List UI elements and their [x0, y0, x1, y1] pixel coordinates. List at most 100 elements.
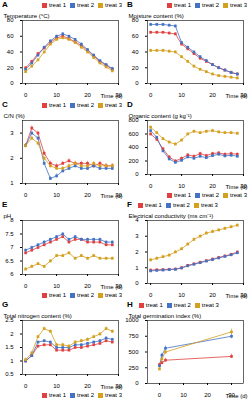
svg-text:3: 3	[135, 233, 139, 239]
svg-text:20: 20	[132, 65, 139, 71]
svg-text:0: 0	[149, 183, 153, 189]
html-text:treat 2: treat 2	[202, 192, 219, 198]
svg-text:20: 20	[84, 92, 91, 98]
svg-text:20: 20	[84, 283, 91, 289]
svg-text:Time (d): Time (d)	[100, 284, 122, 290]
svg-text:Total germination index (%): Total germination index (%)	[129, 313, 202, 319]
svg-text:1: 1	[10, 180, 14, 186]
html-text:A: A	[2, 0, 8, 9]
svg-text:6.5: 6.5	[5, 258, 14, 264]
svg-text:400: 400	[128, 144, 139, 150]
html-text:treat 2: treat 2	[202, 2, 219, 8]
svg-text:C/N (%): C/N (%)	[4, 113, 25, 119]
svg-text:0: 0	[158, 392, 162, 398]
svg-text:1: 1	[10, 358, 14, 364]
svg-text:Time (d): Time (d)	[225, 393, 247, 399]
svg-text:Time (d): Time (d)	[225, 184, 247, 190]
html-text:treat 1: treat 1	[174, 192, 191, 198]
svg-text:2: 2	[10, 331, 14, 337]
svg-text:200: 200	[128, 158, 139, 164]
svg-text:Time (d): Time (d)	[100, 93, 122, 99]
svg-text:10: 10	[178, 92, 185, 98]
svg-text:40: 40	[7, 49, 14, 55]
svg-text:10: 10	[53, 192, 60, 198]
svg-text:0: 0	[135, 280, 139, 286]
svg-text:0.5: 0.5	[5, 371, 14, 377]
svg-text:600: 600	[128, 131, 139, 137]
html-text:treat 3: treat 3	[200, 202, 218, 208]
html-text:treat 1: treat 1	[49, 2, 66, 8]
svg-text:20: 20	[204, 392, 211, 398]
svg-text:Time (d): Time (d)	[225, 93, 247, 99]
html-text:E: E	[2, 200, 8, 209]
svg-text:80: 80	[131, 17, 139, 24]
svg-text:Time (d): Time (d)	[100, 193, 122, 199]
svg-text:0: 0	[135, 80, 139, 86]
svg-text:1: 1	[135, 265, 139, 271]
html-text:treat 3: treat 3	[105, 292, 122, 298]
svg-text:0: 0	[24, 192, 28, 198]
svg-text:0: 0	[10, 80, 14, 86]
html-text:treat 3: treat 3	[105, 2, 122, 8]
svg-text:Time (d): Time (d)	[225, 293, 247, 299]
svg-text:1.5: 1.5	[5, 344, 14, 350]
svg-text:10: 10	[180, 392, 187, 398]
svg-text:20: 20	[84, 192, 91, 198]
svg-text:60: 60	[7, 33, 14, 39]
svg-text:Time (d): Time (d)	[100, 384, 122, 390]
svg-text:500: 500	[128, 349, 139, 355]
svg-text:0: 0	[149, 92, 153, 98]
html-text:treat 1: treat 1	[174, 2, 191, 8]
html-text:treat 2: treat 2	[77, 2, 94, 8]
svg-text:80: 80	[6, 17, 14, 24]
svg-text:2: 2	[135, 249, 139, 255]
svg-text:10: 10	[178, 292, 185, 298]
svg-text:6: 6	[10, 271, 14, 277]
svg-text:0: 0	[24, 92, 28, 98]
html-text:D: D	[127, 100, 133, 109]
svg-text:0: 0	[149, 292, 153, 298]
svg-text:pH: pH	[4, 213, 12, 219]
svg-text:250: 250	[128, 365, 139, 371]
svg-text:10: 10	[53, 92, 60, 98]
svg-text:20: 20	[7, 65, 14, 71]
svg-text:Temperature (°C): Temperature (°C)	[4, 13, 50, 19]
svg-text:20: 20	[209, 292, 216, 298]
svg-text:750: 750	[128, 333, 139, 339]
svg-text:10: 10	[178, 183, 185, 189]
html-text:C: C	[2, 100, 8, 109]
svg-text:0: 0	[24, 283, 28, 289]
svg-text:10: 10	[53, 383, 60, 389]
svg-text:800: 800	[128, 117, 139, 124]
html-text:treat 2: treat 2	[172, 202, 190, 208]
html-text:G: G	[2, 300, 9, 309]
svg-text:7: 7	[10, 244, 14, 250]
svg-text:7.5: 7.5	[5, 231, 14, 237]
svg-text:2: 2	[10, 155, 14, 161]
html-text:treat 1: treat 1	[144, 202, 162, 208]
svg-text:20: 20	[84, 383, 91, 389]
svg-text:Moisture content (%): Moisture content (%)	[129, 13, 184, 19]
svg-text:0: 0	[24, 383, 28, 389]
svg-text:2.5: 2.5	[5, 317, 14, 324]
svg-text:Organic content (g kg⁻¹): Organic content (g kg⁻¹)	[129, 113, 192, 119]
svg-text:10: 10	[53, 283, 60, 289]
html-text:treat 3: treat 3	[230, 192, 247, 198]
html-text:treat 1: treat 1	[49, 102, 66, 108]
html-text:treat 3: treat 3	[105, 102, 122, 108]
svg-text:60: 60	[132, 33, 139, 39]
html-text:treat 2: treat 2	[77, 102, 94, 108]
svg-text:0: 0	[135, 380, 139, 386]
svg-text:Electrical conductivity (ms cm: Electrical conductivity (ms cm⁻¹)	[129, 213, 214, 219]
html-text:B: B	[127, 0, 133, 9]
svg-text:20: 20	[209, 183, 216, 189]
html-text:treat 3: treat 3	[230, 2, 247, 8]
svg-text:1000: 1000	[125, 317, 139, 324]
html-text:treat 1: treat 1	[49, 292, 66, 298]
svg-text:Total nitrogen content (%): Total nitrogen content (%)	[4, 313, 72, 319]
svg-text:40: 40	[132, 49, 139, 55]
svg-text:3: 3	[10, 130, 14, 136]
svg-text:20: 20	[209, 92, 216, 98]
html-text:treat 2: treat 2	[77, 292, 94, 298]
svg-text:0: 0	[135, 171, 139, 177]
